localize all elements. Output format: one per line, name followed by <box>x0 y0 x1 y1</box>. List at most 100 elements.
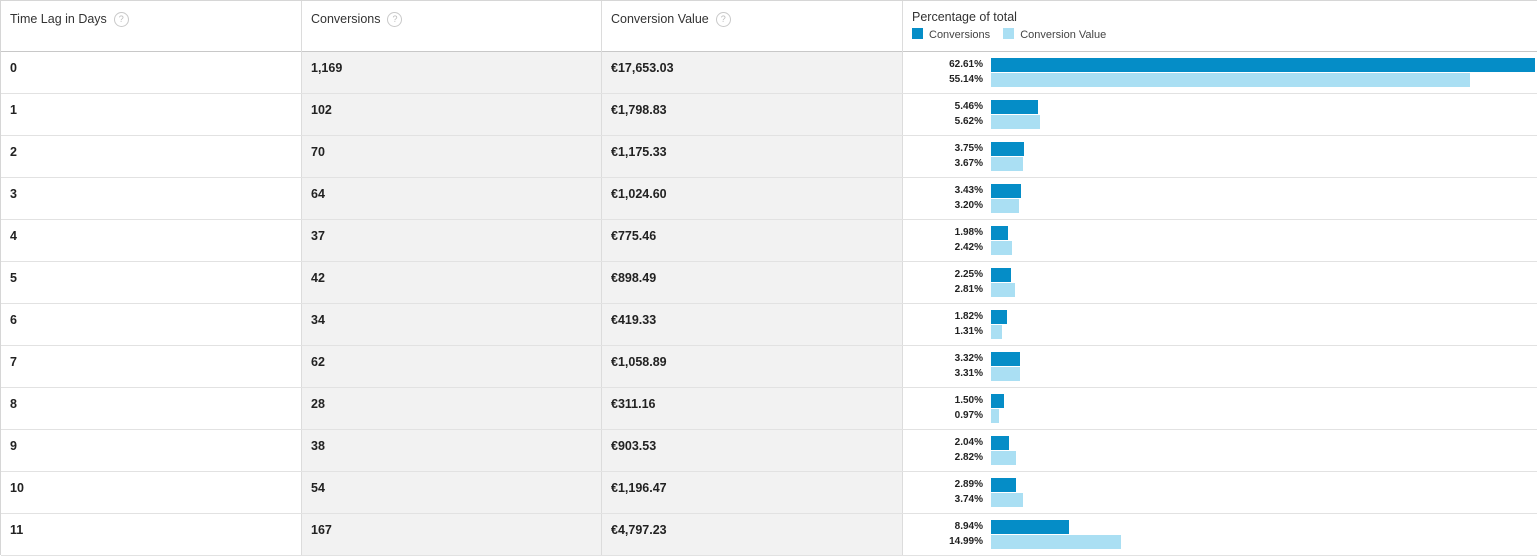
help-icon[interactable]: ? <box>387 12 403 27</box>
header-conversion-value[interactable]: Conversion Value? <box>602 1 903 52</box>
cell-conversions: 34 <box>302 304 602 345</box>
header-conversions-label: Conversions <box>311 12 381 26</box>
cell-time-lag: 6 <box>1 304 302 345</box>
conversion-value-percent-label: 2.82% <box>954 452 983 463</box>
table-row: 9 38 €903.53 2.04% 2.82% <box>1 430 1537 472</box>
cell-time-lag: 2 <box>1 136 302 177</box>
cell-percentage: 8.94% 14.99% <box>903 514 1537 555</box>
conversions-percent-label: 5.46% <box>954 101 983 112</box>
cell-time-lag: 4 <box>1 220 302 261</box>
conversion-value-percent-label: 1.31% <box>954 326 983 337</box>
help-icon[interactable]: ? <box>715 12 731 27</box>
header-time-lag[interactable]: Time Lag in Days? <box>1 1 302 52</box>
conversions-percent-bar <box>991 310 1007 324</box>
cell-conversions: 167 <box>302 514 602 555</box>
cell-conversions: 54 <box>302 472 602 513</box>
cell-time-lag: 1 <box>1 94 302 135</box>
cell-time-lag: 11 <box>1 514 302 555</box>
conversions-value: 1,169 <box>311 61 343 75</box>
conversions-value: 167 <box>311 523 332 537</box>
conversions-value: 38 <box>311 439 325 453</box>
conversion-value-percent-bar <box>991 451 1016 465</box>
conversion-value-value: €311.16 <box>611 397 656 411</box>
help-icon[interactable]: ? <box>113 12 129 27</box>
chart-legend: Conversions Conversion Value <box>912 28 1106 41</box>
cell-percentage: 1.50% 0.97% <box>903 388 1537 429</box>
conversion-value-value: €419.33 <box>611 313 657 327</box>
conversions-value: 62 <box>311 355 325 369</box>
conversions-percent-label: 3.43% <box>954 185 983 196</box>
conversions-value: 34 <box>311 313 325 327</box>
conversions-percent-bar <box>991 226 1009 240</box>
time-lag-value: 7 <box>10 355 17 369</box>
conversions-percent-bar <box>991 184 1021 198</box>
cell-conversion-value: €4,797.23 <box>602 514 903 555</box>
cell-conversion-value: €898.49 <box>602 262 903 303</box>
conversions-value: 54 <box>311 481 325 495</box>
conversions-percent-bar <box>991 100 1039 114</box>
conversion-value-value: €775.46 <box>611 229 657 243</box>
table-header: Time Lag in Days? Conversions? Conversio… <box>1 0 1537 52</box>
cell-percentage: 1.98% 2.42% <box>903 220 1537 261</box>
table-row: 5 42 €898.49 2.25% 2.81% <box>1 262 1537 304</box>
time-lag-value: 8 <box>10 397 17 411</box>
time-lag-value: 10 <box>10 481 24 495</box>
table-row: 0 1,169 €17,653.03 62.61% 55.14% <box>1 52 1537 94</box>
conversions-value: 28 <box>311 397 325 411</box>
conversions-value: 42 <box>311 271 325 285</box>
conversions-percent-label: 1.50% <box>954 395 983 406</box>
conversions-percent-label: 1.98% <box>954 227 983 238</box>
conversions-percent-bar <box>991 58 1535 72</box>
conversion-value-percent-bar <box>991 367 1020 381</box>
conversion-value-percent-label: 3.74% <box>954 494 983 505</box>
conversion-value-percent-label: 3.67% <box>954 158 983 169</box>
cell-conversion-value: €1,058.89 <box>602 346 903 387</box>
conversion-value-percent-bar <box>991 157 1023 171</box>
conversions-percent-label: 3.75% <box>954 143 983 154</box>
cell-conversions: 70 <box>302 136 602 177</box>
conversion-value-percent-bar <box>991 409 1000 423</box>
cell-percentage: 1.82% 1.31% <box>903 304 1537 345</box>
cell-conversions: 42 <box>302 262 602 303</box>
cell-conversion-value: €1,196.47 <box>602 472 903 513</box>
header-percentage-label: Percentage of total <box>912 10 1017 24</box>
header-conversions[interactable]: Conversions? <box>302 1 602 52</box>
cell-percentage: 3.43% 3.20% <box>903 178 1537 219</box>
conversion-value-percent-label: 0.97% <box>954 410 983 421</box>
header-percentage-of-total: Percentage of total Conversions Conversi… <box>903 1 1537 52</box>
conversions-value: 37 <box>311 229 325 243</box>
cell-percentage: 3.75% 3.67% <box>903 136 1537 177</box>
conversion-value-value: €1,024.60 <box>611 187 667 201</box>
legend-label-conversion-value: Conversion Value <box>1020 29 1107 41</box>
table-body: 0 1,169 €17,653.03 62.61% 55.14% 1 102 €1,798.8… <box>1 52 1537 556</box>
conversions-percent-label: 3.32% <box>954 353 983 364</box>
cell-time-lag: 8 <box>1 388 302 429</box>
conversion-value-value: €4,797.23 <box>611 523 667 537</box>
table-row: 4 37 €775.46 1.98% 2.42% <box>1 220 1537 262</box>
table-row: 7 62 €1,058.89 3.32% 3.31% <box>1 346 1537 388</box>
time-lag-value: 1 <box>10 103 17 117</box>
cell-conversion-value: €419.33 <box>602 304 903 345</box>
cell-percentage: 62.61% 55.14% <box>903 52 1537 93</box>
conversion-value-percent-label: 2.81% <box>954 284 983 295</box>
conversion-value-percent-bar <box>991 493 1024 507</box>
cell-conversions: 37 <box>302 220 602 261</box>
cell-conversion-value: €775.46 <box>602 220 903 261</box>
conversion-value-value: €1,175.33 <box>611 145 667 159</box>
conversion-value-percent-bar <box>991 115 1040 129</box>
conversion-value-percent-label: 3.20% <box>954 200 983 211</box>
legend-swatch-conversion-value <box>1003 28 1015 39</box>
conversion-value-percent-bar <box>991 73 1471 87</box>
cell-time-lag: 5 <box>1 262 302 303</box>
header-time-lag-label: Time Lag in Days <box>10 12 107 26</box>
conversions-percent-label: 1.82% <box>954 311 983 322</box>
cell-percentage: 3.32% 3.31% <box>903 346 1537 387</box>
conversion-value-percent-bar <box>991 325 1003 339</box>
cell-conversions: 38 <box>302 430 602 471</box>
conversion-value-value: €898.49 <box>611 271 657 285</box>
conversion-value-percent-bar <box>991 283 1016 297</box>
time-lag-value: 2 <box>10 145 17 159</box>
table-row: 1 102 €1,798.83 5.46% 5.62% <box>1 94 1537 136</box>
cell-time-lag: 3 <box>1 178 302 219</box>
